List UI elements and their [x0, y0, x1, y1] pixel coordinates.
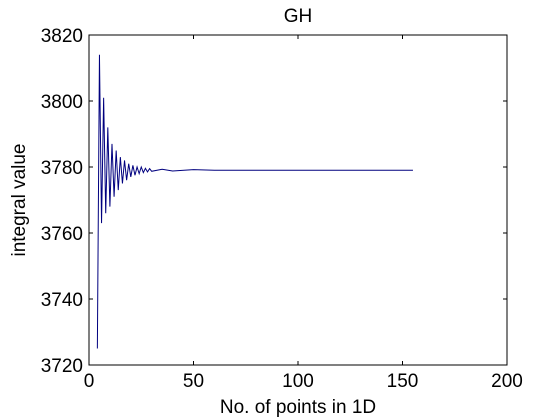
x-tick-label: 50 — [183, 371, 204, 392]
x-tick-label: 150 — [387, 371, 419, 392]
x-tick-label: 0 — [84, 371, 95, 392]
x-axis-ticks — [88, 35, 508, 365]
y-tick-label: 3800 — [41, 92, 83, 113]
series-layer — [96, 54, 413, 349]
y-tick-label: 3780 — [41, 158, 83, 179]
y-axis-tick-labels: 3720 3740 3760 3780 3800 3820 — [41, 26, 83, 377]
x-tick-label: 200 — [491, 371, 523, 392]
y-tick-label: 3820 — [41, 26, 83, 47]
y-axis-ticks — [89, 34, 507, 366]
plot-area-background — [89, 35, 507, 365]
x-tick-label: 100 — [282, 371, 314, 392]
x-axis-tick-labels: 0 50 100 150 200 — [84, 371, 523, 392]
y-tick-label: 3760 — [41, 224, 83, 245]
y-tick-label: 3720 — [41, 356, 83, 377]
x-axis-label: No. of points in 1D — [220, 397, 376, 418]
y-tick-label: 3740 — [41, 290, 83, 311]
y-axis-label: integral value — [9, 143, 30, 256]
series-line-0 — [96, 54, 413, 349]
chart-title: GH — [284, 6, 313, 27]
